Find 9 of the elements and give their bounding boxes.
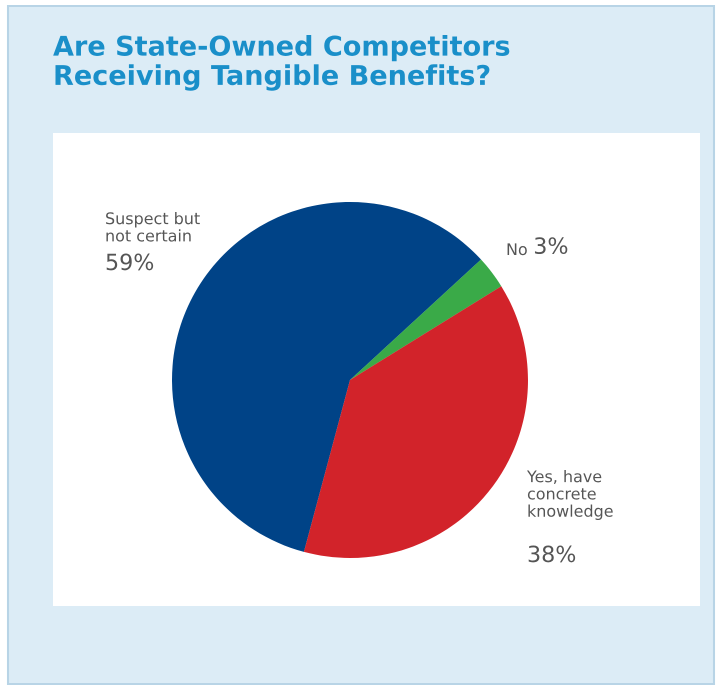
pie-slice (350, 260, 502, 380)
slice-label: Suspect but not certain (106, 212, 200, 242)
pie-slice (304, 286, 528, 558)
chart-title: Are State-Owned Competitors Receiving Tangible Benefits? (53, 35, 510, 91)
slice-label: No (508, 243, 527, 256)
data-label: 59% (106, 254, 154, 270)
data-label: 3% (534, 237, 568, 254)
data-label: 38% (528, 546, 576, 562)
slice-label: Yes, have concrete knowledge (526, 470, 613, 520)
